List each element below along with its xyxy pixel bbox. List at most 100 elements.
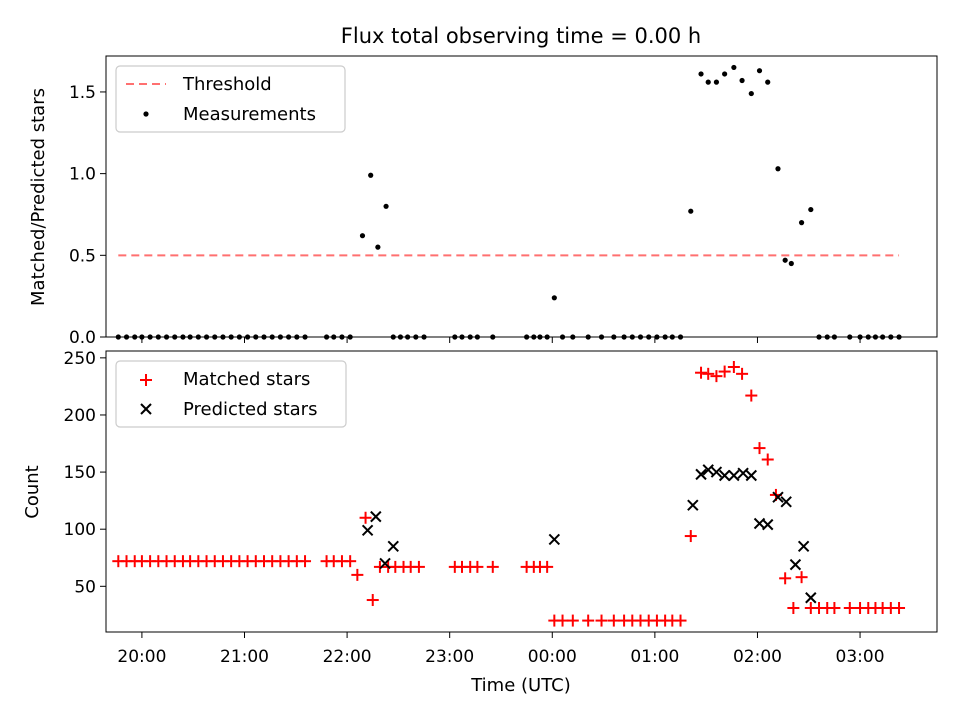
count-x-tick-label: 02:00 <box>733 647 782 667</box>
measurement-point <box>123 334 130 340</box>
measurement-point <box>621 334 627 340</box>
predicted-star-point <box>762 518 774 531</box>
matched-star-point <box>779 572 792 585</box>
matched-star-point <box>595 614 608 627</box>
measurement-point <box>115 334 121 340</box>
measurement-point <box>383 203 389 209</box>
matched-star-point <box>366 594 379 607</box>
count-x-tick-label: 00:00 <box>528 647 577 667</box>
matched-star-point <box>710 370 723 383</box>
measurement-point <box>857 334 863 340</box>
measurement-point <box>872 334 879 340</box>
measurement-point <box>559 334 566 340</box>
ratio-legend: Threshold Measurements <box>115 65 346 133</box>
measurement-point <box>698 71 704 77</box>
ratio-y-tick-label: 0.5 <box>69 246 96 266</box>
measurement-point <box>816 334 822 340</box>
measurement-point <box>646 334 652 340</box>
measurement-point <box>269 334 275 340</box>
count-y-axis-label: Count <box>22 465 43 518</box>
measurement-point <box>203 334 210 340</box>
measurement-point <box>808 206 814 213</box>
predicted-star-point <box>789 558 802 571</box>
measurement-point <box>705 79 711 85</box>
measurement-point <box>474 334 480 340</box>
measurement-point <box>244 334 251 340</box>
predicted-star-point <box>548 533 561 546</box>
measurement-point <box>551 295 557 301</box>
measurement-point <box>467 334 473 340</box>
predicted-star-point <box>805 592 817 604</box>
measurement-point <box>163 334 170 340</box>
matched-star-point <box>556 614 569 627</box>
predicted-star-point <box>745 469 758 482</box>
measurement-point <box>847 334 853 340</box>
count-x-tick-label: 01:00 <box>630 647 679 667</box>
count-y-tick-label: 100 <box>64 520 96 540</box>
matched-star-point <box>351 568 364 581</box>
measurement-point <box>756 68 763 74</box>
measurement-point <box>375 244 381 250</box>
measurement-point <box>212 334 218 340</box>
matched-star-point <box>702 367 715 380</box>
matched-star-point <box>893 602 906 615</box>
measurement-point <box>397 334 404 340</box>
matched-star-point <box>843 602 856 615</box>
measurement-point <box>155 334 161 340</box>
matched-star-point <box>718 365 731 378</box>
measurement-point <box>880 334 886 340</box>
matched-star-point <box>607 614 620 627</box>
matched-star-point <box>745 389 758 402</box>
measurement-point <box>662 334 668 340</box>
matched-star-point <box>471 560 484 573</box>
measurement-point <box>331 334 337 340</box>
measurement-point <box>775 166 781 172</box>
count-y-tick-label: 250 <box>64 349 96 369</box>
measurement-point <box>782 257 788 263</box>
matched-star-point <box>761 453 774 466</box>
measurement-point <box>748 90 754 97</box>
predicted-star-point <box>710 466 723 478</box>
legend-matched-swatch <box>140 374 152 386</box>
count-y-tick-label: 50 <box>74 577 96 597</box>
legend-matched-label: Matched stars <box>183 369 310 390</box>
predicted-star-point <box>797 540 810 553</box>
matched-stars-points <box>112 360 906 627</box>
ratio-y-tick-label: 1.0 <box>69 165 96 185</box>
matched-star-point <box>359 511 372 524</box>
predicted-stars-points <box>361 464 817 604</box>
measurement-point <box>413 334 419 340</box>
measurement-point <box>570 334 576 340</box>
legend-predicted-label: Predicted stars <box>183 399 317 420</box>
measurement-point <box>359 233 366 239</box>
measurement-point <box>585 334 591 340</box>
measurement-point <box>490 334 496 340</box>
measurement-point <box>731 64 737 71</box>
measurement-point <box>459 334 465 340</box>
measurement-point <box>390 334 396 340</box>
predicted-star-point <box>718 469 731 482</box>
measurement-point <box>537 334 543 340</box>
matched-star-point <box>674 614 687 627</box>
matched-star-point <box>412 560 425 573</box>
predicted-star-point <box>387 540 399 553</box>
measurement-point <box>669 334 675 340</box>
measurement-point <box>531 334 537 340</box>
measurement-point <box>405 334 411 340</box>
measurement-point <box>180 334 186 340</box>
count-plot-area <box>105 350 938 633</box>
ratio-plot-area <box>105 55 938 338</box>
predicted-star-point <box>370 510 382 523</box>
measurement-point <box>677 334 684 340</box>
matched-star-point <box>787 602 800 615</box>
predicted-star-point <box>702 464 714 476</box>
ratio-y-tick-label: 1.5 <box>69 83 96 103</box>
matched-star-point <box>727 360 740 373</box>
count-x-axis: 20:00 21:00 22:00 23:00 00:00 01:00 02:00 03:00 <box>117 632 885 667</box>
matched-star-point <box>736 367 749 380</box>
predicted-star-point <box>361 524 374 537</box>
measurement-point <box>888 334 894 340</box>
ratio-y-axis: 0.0 0.5 1.0 1.5 <box>69 83 106 348</box>
measurement-point <box>452 334 458 340</box>
measurement-point <box>302 334 308 340</box>
